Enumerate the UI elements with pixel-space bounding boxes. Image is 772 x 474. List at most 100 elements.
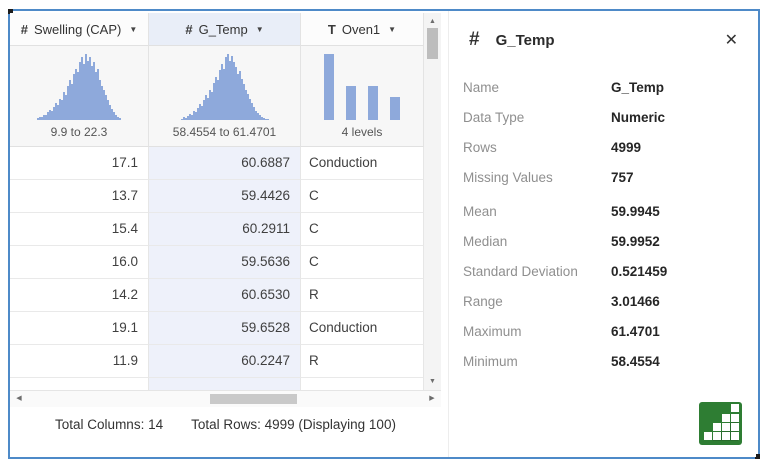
histogram-bar [97, 68, 99, 120]
total-rows-text: Total Rows: 4999 (Displaying 100) [191, 417, 396, 432]
histogram-bar [45, 115, 47, 120]
histogram-bar [81, 57, 83, 120]
histogram-bar [41, 117, 43, 120]
histogram-g-temp [149, 54, 300, 120]
numeric-type-icon: # [20, 21, 28, 37]
histogram-bar [244, 89, 247, 120]
cell-swelling-cap: 15.4 [10, 213, 149, 246]
cell-g-temp: 60.2247 [149, 345, 301, 378]
histogram-bar [200, 106, 203, 120]
histogram-bar [37, 118, 39, 120]
column-menu-caret-icon[interactable]: ▼ [255, 24, 264, 34]
histogram-bar [87, 60, 89, 120]
column-header-swelling-cap[interactable]: # Swelling (CAP) ▼ [10, 13, 149, 46]
histogram-bar [89, 56, 91, 120]
scroll-down-icon[interactable]: ▼ [429, 378, 436, 385]
histogram-bar [240, 79, 243, 120]
histogram-bar [208, 89, 211, 120]
vertical-scrollbar[interactable]: ▲ ▼ [424, 13, 441, 391]
histogram-bar [79, 61, 81, 120]
histogram-swelling-cap [10, 54, 148, 120]
column-header-g-temp[interactable]: # G_Temp ▼ [149, 13, 301, 46]
histogram-bar [47, 112, 49, 120]
total-columns-text: Total Columns: 14 [55, 417, 164, 432]
histogram-bar [232, 61, 235, 120]
histogram-bar [105, 94, 107, 120]
panel-title: G_Temp [495, 31, 555, 49]
stat-group: Name G_Temp Data Type Numeric Rows 4999 Missin… [463, 79, 756, 187]
histogram-stats-icon[interactable] [699, 402, 742, 445]
histogram-bar [238, 71, 241, 120]
histogram-bar [228, 60, 231, 120]
scroll-up-icon[interactable]: ▲ [429, 18, 436, 25]
stat-value: 3.01466 [611, 294, 660, 309]
histogram-bar [206, 97, 209, 120]
histogram-bar [254, 110, 257, 120]
panel-statistics: Name G_Temp Data Type Numeric Rows 4999 Missin… [463, 79, 756, 371]
stat-value: 4999 [611, 140, 642, 155]
histogram-bar [101, 85, 103, 120]
cell-g-temp: 60.6887 [149, 147, 301, 180]
horizontal-scrollbar[interactable]: ◀ ▶ [10, 390, 441, 407]
cell-oven1: Conduction [301, 312, 424, 345]
stat-value: 0.521459 [611, 264, 668, 279]
numeric-type-icon: # [469, 29, 480, 50]
histogram-range-label: 58.4554 to 61.4701 [172, 125, 277, 139]
histogram-bar [198, 104, 201, 120]
histogram-bar [65, 94, 67, 120]
stat-label: Median [463, 234, 508, 249]
stat-label: Missing Values [463, 170, 553, 185]
selection-handle-topleft [8, 9, 13, 14]
histogram-bar [180, 118, 183, 120]
histogram-bar [77, 72, 79, 120]
column-menu-caret-icon[interactable]: ▼ [129, 24, 138, 34]
histogram-cell-swelling-cap: 9.9 to 22.3 [10, 46, 149, 147]
column-header-oven1[interactable]: T Oven1 ▼ [301, 13, 424, 46]
vertical-scrollbar-thumb[interactable] [427, 28, 438, 59]
histogram-bar [91, 65, 93, 120]
cell-g-temp: 59.4426 [149, 180, 301, 213]
histogram-bar [107, 100, 109, 120]
histogram-cell-g-temp: 58.4554 to 61.4701 [149, 46, 301, 147]
histogram-bar [117, 116, 119, 120]
histogram-bar [67, 85, 69, 120]
histogram-bar [324, 54, 334, 120]
cell-g-temp: 60.6530 [149, 279, 301, 312]
close-icon[interactable]: ✕ [724, 32, 738, 49]
cell-oven1: R [301, 279, 424, 312]
histogram-bar [190, 114, 193, 120]
horizontal-scrollbar-thumb[interactable] [210, 394, 297, 404]
numeric-type-icon: # [185, 21, 193, 37]
cell-oven1 [301, 378, 424, 391]
stat-label: Range [463, 294, 503, 309]
cell-oven1: C [301, 246, 424, 279]
histogram-bar [95, 72, 97, 120]
column-menu-caret-icon[interactable]: ▼ [388, 24, 397, 34]
stat-label: Maximum [463, 324, 522, 339]
panel-header: # G_Temp ✕ [463, 29, 756, 51]
histogram-bar [214, 77, 217, 120]
histogram-bar [39, 116, 41, 120]
stat-label: Name [463, 80, 500, 95]
histogram-bar [93, 61, 95, 120]
stat-value: 61.4701 [611, 324, 660, 339]
histogram-bar [192, 110, 195, 120]
scroll-left-icon[interactable]: ◀ [16, 395, 22, 402]
histogram-bar [75, 68, 77, 120]
histogram-bar [196, 108, 199, 120]
stat-group: Mean 59.9945 Median 59.9952 Standard Deviati… [463, 203, 756, 371]
stat-value: 59.9945 [611, 204, 660, 219]
cell-swelling-cap: 14.2 [10, 279, 149, 312]
column-detail-panel: # G_Temp ✕ Name G_Temp Data Type Numeric Row… [448, 11, 756, 457]
table-row: 19.1 59.6528 Conduction [10, 312, 424, 345]
stat-value: G_Temp [611, 80, 665, 95]
cell-swelling-cap: 11.9 [10, 345, 149, 378]
histogram-bar [186, 116, 189, 120]
histogram-bar [242, 83, 245, 120]
stat-row-mean: Mean 59.9945 [463, 203, 756, 221]
cell-swelling-cap [10, 378, 149, 391]
table-row: 15.4 60.2911 C [10, 213, 424, 246]
stat-row-maximum: Maximum 61.4701 [463, 323, 756, 341]
scroll-right-icon[interactable]: ▶ [429, 395, 435, 402]
histogram-bar [83, 63, 85, 120]
